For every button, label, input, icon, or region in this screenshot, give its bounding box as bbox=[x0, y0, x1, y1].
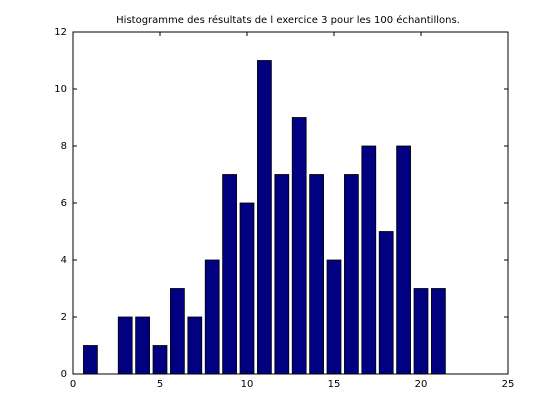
histogram-bar bbox=[83, 345, 98, 375]
y-tick-label: 12 bbox=[54, 27, 67, 38]
histogram-bar bbox=[222, 174, 237, 375]
histogram-bar bbox=[378, 231, 394, 375]
histogram-bar bbox=[152, 345, 168, 375]
histogram-bar bbox=[239, 202, 255, 375]
histogram-bar bbox=[431, 288, 446, 375]
y-tick-label: 10 bbox=[54, 84, 67, 95]
histogram-bar bbox=[187, 316, 203, 375]
histogram-bar bbox=[274, 174, 290, 375]
histogram-bar bbox=[396, 145, 411, 375]
x-tick-label: 25 bbox=[502, 379, 515, 390]
y-tick-label: 4 bbox=[61, 255, 67, 266]
histogram-bar bbox=[413, 288, 429, 375]
y-tick-label: 6 bbox=[61, 198, 67, 209]
y-tick-label: 8 bbox=[61, 141, 67, 152]
histogram-bar bbox=[204, 259, 220, 375]
y-tick-label: 2 bbox=[61, 312, 67, 323]
histogram-bar bbox=[170, 288, 185, 375]
tick-group: 0 5 10 15 20 25 0 2 4 6 8 10 12 bbox=[54, 27, 514, 390]
histogram-bar bbox=[344, 174, 359, 375]
histogram-bar bbox=[291, 117, 307, 375]
x-tick-label: 5 bbox=[157, 379, 163, 390]
histogram-bar bbox=[361, 145, 377, 375]
histogram-bar bbox=[309, 174, 324, 375]
chart-title: Histogramme des résultats de l exercice … bbox=[116, 14, 460, 26]
histogram-bar bbox=[257, 60, 272, 375]
x-tick-label: 20 bbox=[415, 379, 428, 390]
x-tick-label: 10 bbox=[241, 379, 254, 390]
x-tick-label: 0 bbox=[70, 379, 76, 390]
histogram-bar bbox=[117, 316, 133, 375]
histogram-bar bbox=[326, 259, 342, 375]
y-tick-label: 0 bbox=[61, 369, 67, 380]
x-tick-label: 15 bbox=[328, 379, 341, 390]
histogram-bar bbox=[135, 316, 150, 375]
